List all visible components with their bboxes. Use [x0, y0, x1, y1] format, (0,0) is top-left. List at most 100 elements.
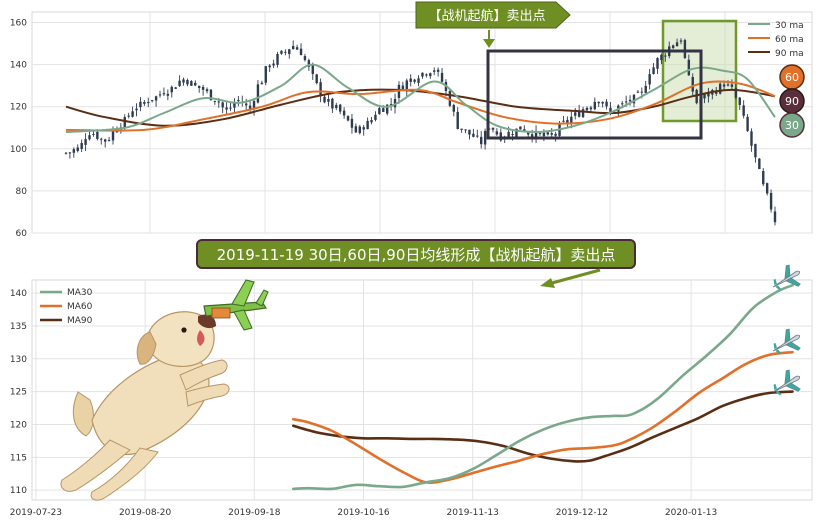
candle-body — [742, 105, 745, 116]
puppy-eye — [181, 327, 187, 333]
candle-body — [154, 96, 158, 101]
candle-body — [72, 149, 76, 153]
candle-body — [389, 103, 393, 106]
ma-badges: 60 90 30 — [779, 64, 805, 138]
bottom-title-box — [196, 239, 636, 269]
candle-body — [327, 99, 330, 102]
candle-body — [413, 79, 416, 82]
title-arrow-shaft — [551, 268, 601, 285]
candle-body — [624, 101, 628, 103]
candle-body — [769, 192, 773, 210]
puppy-back-leg-2 — [90, 447, 159, 501]
plane-icon-ma60 — [772, 328, 801, 355]
candle-body — [718, 83, 722, 94]
candle-body — [476, 135, 479, 137]
candle-body — [515, 128, 518, 138]
candle-body — [166, 93, 170, 96]
candle-body — [354, 126, 358, 133]
ma30-line — [292, 284, 794, 491]
bottom-ytick-label: 140 — [10, 289, 27, 299]
candle-body — [464, 129, 467, 131]
badge-30 — [779, 112, 805, 138]
candle-body — [342, 110, 346, 116]
puppy-tail — [72, 391, 94, 437]
jet-wing-top — [231, 279, 255, 307]
candle-body — [96, 131, 99, 139]
candle-body — [468, 129, 471, 135]
candle-body — [628, 99, 632, 102]
top-ytick-label: 100 — [10, 145, 27, 155]
candle-body — [225, 107, 228, 110]
candle-body — [182, 79, 185, 83]
bottom-ytick-label: 130 — [10, 355, 27, 365]
candle-body — [679, 40, 683, 42]
candle-body — [601, 101, 604, 104]
candle-body — [491, 127, 495, 130]
candle-body — [758, 158, 761, 170]
candle-body — [374, 114, 377, 120]
banner-arrow-head — [483, 39, 495, 48]
candle-body — [147, 102, 150, 104]
crossover-box — [486, 49, 703, 140]
candle-body — [84, 139, 87, 145]
candle-body — [107, 139, 111, 141]
candle-body — [425, 74, 428, 76]
bottom-xtick-label: 2019-12-12 — [556, 508, 608, 518]
candle-body — [652, 67, 655, 74]
candle-body — [280, 50, 283, 54]
candle-body — [417, 78, 420, 83]
candle-body — [331, 98, 334, 109]
candle-body — [213, 100, 217, 102]
ma60-line — [292, 350, 794, 484]
candle-body — [197, 85, 201, 88]
candle-body — [346, 115, 350, 121]
candle-body — [687, 59, 691, 76]
candle-body — [581, 109, 585, 118]
candle-body — [272, 63, 275, 66]
candle-body — [507, 131, 510, 138]
candle-body — [436, 69, 440, 72]
candle-body — [636, 91, 640, 93]
candle-body — [366, 120, 369, 130]
candle-body — [440, 72, 444, 82]
candle-body — [190, 81, 193, 86]
candle-body — [722, 84, 726, 87]
candle-body — [523, 129, 526, 132]
sell-point-banner: 【战机起航】卖出点 — [415, 1, 571, 48]
bottom-title: 2019-11-19 30日,60日,90日均线形成【战机起航】卖出点 — [217, 246, 616, 264]
candle-body — [554, 133, 557, 136]
candle-body — [143, 102, 146, 104]
puppy-nose — [198, 314, 216, 329]
candle-body — [754, 143, 757, 158]
candle-body — [162, 93, 166, 95]
puppy-tongue — [197, 330, 205, 346]
bottom-ytick-label: 110 — [10, 486, 27, 496]
top-chart: 60 80 100 120 140 160 30 ma 60 ma 90 ma 60 90… — [10, 1, 813, 239]
banner-text: 【战机起航】卖出点 — [428, 8, 545, 24]
bottom-y-ticks: 110 115 120 125 130 135 140 — [10, 289, 27, 496]
candle-body — [456, 111, 459, 129]
candle-body — [597, 101, 600, 104]
candles — [64, 38, 777, 226]
candle-body — [695, 89, 698, 104]
candle-body — [205, 89, 209, 92]
candle-body — [68, 152, 72, 154]
candle-body — [92, 133, 95, 135]
candle-body — [656, 58, 659, 69]
legend-60ma: 60 ma — [775, 35, 804, 45]
candle-body — [244, 103, 248, 106]
candle-body — [303, 56, 307, 61]
candle-body — [433, 70, 436, 72]
candle-body — [707, 91, 710, 97]
candle-body — [335, 104, 338, 109]
candle-body — [127, 115, 130, 117]
candle-body — [460, 128, 463, 130]
candle-body — [577, 111, 581, 117]
candle-body — [773, 211, 777, 223]
candle-body — [135, 108, 138, 111]
candle-body — [186, 80, 189, 85]
bottom-title-banner: 2019-11-19 30日,60日,90日均线形成【战机起航】卖出点 — [196, 239, 636, 288]
legend-30ma: 30 ma — [775, 21, 804, 31]
plane-icon-ma30 — [772, 264, 801, 291]
